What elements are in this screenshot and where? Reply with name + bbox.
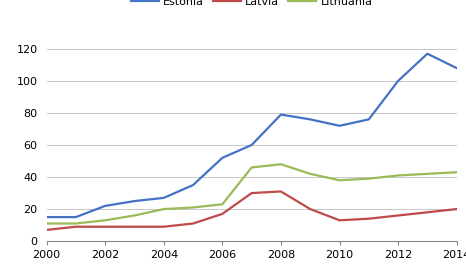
Estonia	[425, 52, 430, 55]
Latvia	[161, 225, 166, 228]
Latvia	[103, 225, 108, 228]
Latvia	[425, 211, 430, 214]
Lithuania	[132, 214, 137, 217]
Lithuania	[249, 166, 254, 169]
Line: Lithuania: Lithuania	[47, 164, 457, 224]
Line: Latvia: Latvia	[47, 192, 457, 230]
Estonia	[454, 67, 459, 70]
Lithuania	[219, 203, 225, 206]
Lithuania	[366, 177, 371, 180]
Latvia	[454, 207, 459, 211]
Lithuania	[161, 207, 166, 211]
Estonia	[395, 79, 401, 82]
Latvia	[219, 212, 225, 216]
Estonia	[73, 215, 79, 219]
Estonia	[161, 196, 166, 199]
Latvia	[44, 228, 49, 232]
Latvia	[73, 225, 79, 228]
Latvia	[395, 214, 401, 217]
Estonia	[249, 143, 254, 147]
Estonia	[308, 118, 313, 121]
Latvia	[249, 192, 254, 195]
Estonia	[190, 183, 196, 187]
Latvia	[132, 225, 137, 228]
Latvia	[190, 222, 196, 225]
Lithuania	[44, 222, 49, 225]
Estonia	[44, 215, 49, 219]
Line: Estonia: Estonia	[47, 54, 457, 217]
Legend: Estonia, Latvia, Lithuania: Estonia, Latvia, Lithuania	[126, 0, 377, 12]
Latvia	[366, 217, 371, 220]
Estonia	[132, 199, 137, 203]
Estonia	[103, 204, 108, 207]
Estonia	[366, 118, 371, 121]
Lithuania	[190, 206, 196, 209]
Estonia	[337, 124, 343, 127]
Lithuania	[73, 222, 79, 225]
Estonia	[278, 113, 284, 116]
Lithuania	[103, 219, 108, 222]
Lithuania	[278, 162, 284, 166]
Estonia	[219, 156, 225, 159]
Latvia	[337, 219, 343, 222]
Lithuania	[337, 179, 343, 182]
Lithuania	[308, 172, 313, 175]
Latvia	[278, 190, 284, 193]
Lithuania	[425, 172, 430, 175]
Lithuania	[395, 174, 401, 177]
Latvia	[308, 207, 313, 211]
Lithuania	[454, 171, 459, 174]
